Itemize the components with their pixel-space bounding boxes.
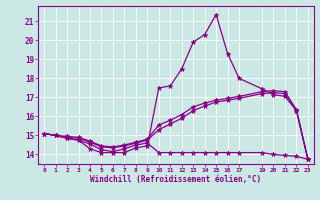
X-axis label: Windchill (Refroidissement éolien,°C): Windchill (Refroidissement éolien,°C) — [91, 175, 261, 184]
